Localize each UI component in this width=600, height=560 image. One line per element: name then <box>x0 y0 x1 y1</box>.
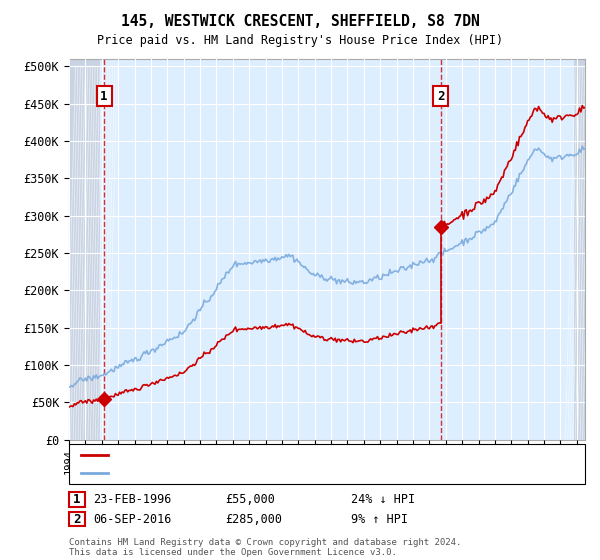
Text: 1: 1 <box>73 493 80 506</box>
Text: Price paid vs. HM Land Registry's House Price Index (HPI): Price paid vs. HM Land Registry's House … <box>97 34 503 46</box>
Text: 2: 2 <box>73 512 80 526</box>
Text: Contains HM Land Registry data © Crown copyright and database right 2024.
This d: Contains HM Land Registry data © Crown c… <box>69 538 461 557</box>
Text: 1: 1 <box>100 90 108 102</box>
Text: 06-SEP-2016: 06-SEP-2016 <box>94 512 172 526</box>
Text: 145, WESTWICK CRESCENT, SHEFFIELD, S8 7DN (detached house): 145, WESTWICK CRESCENT, SHEFFIELD, S8 7D… <box>114 450 476 460</box>
Text: 2: 2 <box>437 90 444 102</box>
Text: £55,000: £55,000 <box>225 493 275 506</box>
Text: 24% ↓ HPI: 24% ↓ HPI <box>351 493 415 506</box>
Text: 145, WESTWICK CRESCENT, SHEFFIELD, S8 7DN: 145, WESTWICK CRESCENT, SHEFFIELD, S8 7D… <box>121 14 479 29</box>
Text: 9% ↑ HPI: 9% ↑ HPI <box>351 512 408 526</box>
Text: 23-FEB-1996: 23-FEB-1996 <box>94 493 172 506</box>
Bar <box>69 59 100 440</box>
Bar <box>574 59 585 440</box>
Text: £285,000: £285,000 <box>225 512 282 526</box>
Text: HPI: Average price, detached house, Sheffield: HPI: Average price, detached house, Shef… <box>114 468 395 478</box>
